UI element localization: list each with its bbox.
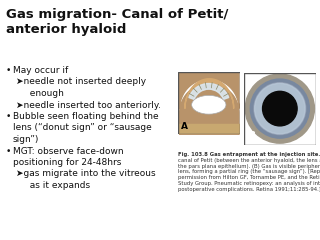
- Text: MGT: observe face-down: MGT: observe face-down: [13, 146, 124, 156]
- Circle shape: [250, 79, 309, 138]
- Wedge shape: [189, 84, 229, 99]
- Text: ➤needle not inserted deeply: ➤needle not inserted deeply: [16, 78, 146, 86]
- Circle shape: [254, 83, 306, 134]
- Bar: [178, 124, 240, 134]
- Text: the pars plana epithelium). (B) Gas is visible peripherally behind the: the pars plana epithelium). (B) Gas is v…: [178, 164, 320, 168]
- Text: positioning for 24-48hrs: positioning for 24-48hrs: [13, 158, 121, 167]
- Text: May occur if: May occur if: [13, 66, 68, 75]
- Circle shape: [262, 91, 297, 126]
- Text: Gas migration- Canal of Petit/
anterior hyaloid: Gas migration- Canal of Petit/ anterior …: [6, 8, 228, 36]
- Text: •: •: [6, 112, 12, 121]
- Text: Fig. 103.8 Gas entrapment at the injection site. (A) Gas trapped in the: Fig. 103.8 Gas entrapment at the injecti…: [178, 152, 320, 157]
- Text: •: •: [6, 146, 12, 156]
- Text: canal of Petit (between the anterior hyaloid, the lens and zonules, and: canal of Petit (between the anterior hya…: [178, 158, 320, 163]
- Text: permission from Hilton GF, Tornambe PE, and the Retinal Detachment: permission from Hilton GF, Tornambe PE, …: [178, 175, 320, 180]
- Text: as it expands: as it expands: [24, 181, 90, 190]
- Text: ➤needle inserted too anteriorly.: ➤needle inserted too anteriorly.: [16, 101, 161, 109]
- Circle shape: [245, 74, 314, 143]
- Text: lens (“donut sign” or “sausage: lens (“donut sign” or “sausage: [13, 124, 152, 132]
- Text: B: B: [248, 131, 255, 140]
- Ellipse shape: [192, 95, 226, 114]
- Text: Study Group. Pneumatic retinopexy: an analysis of intraoperative and: Study Group. Pneumatic retinopexy: an an…: [178, 181, 320, 186]
- Text: sign”): sign”): [13, 135, 39, 144]
- Text: Fig. 103.8 Gas entrapment at the injection site.: Fig. 103.8 Gas entrapment at the injecti…: [0, 239, 1, 240]
- Wedge shape: [255, 83, 305, 134]
- Text: enough: enough: [24, 89, 64, 98]
- Text: ➤gas migrate into the vitreous: ➤gas migrate into the vitreous: [16, 169, 156, 179]
- Text: Bubble seen floating behind the: Bubble seen floating behind the: [13, 112, 159, 121]
- Text: •: •: [6, 66, 12, 75]
- Text: Fig. 103.8 Gas entrapment at the injection site. (A) Gas trapped in the canal of: Fig. 103.8 Gas entrapment at the injecti…: [0, 239, 1, 240]
- Text: postoperative complications. Retina 1991;11:285-94.]: postoperative complications. Retina 1991…: [178, 187, 320, 192]
- Text: lens, forming a partial ring (the “sausage sign”). [Reproduced with: lens, forming a partial ring (the “sausa…: [178, 169, 320, 174]
- Text: A: A: [181, 122, 188, 131]
